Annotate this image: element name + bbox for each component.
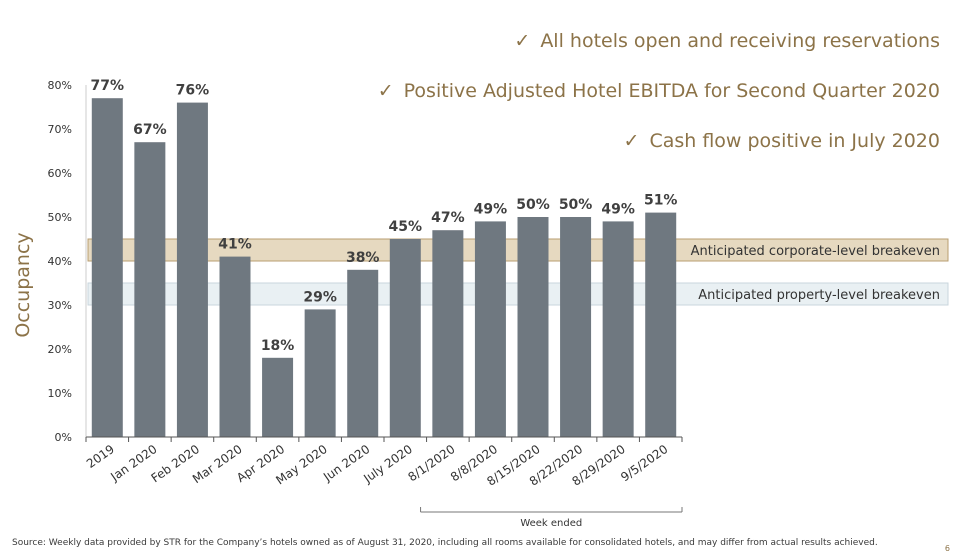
bar [390,239,421,437]
y-tick-label: 10% [48,387,72,400]
bar [134,142,165,437]
band-label: Anticipated property-level breakeven [698,288,940,303]
bar [262,358,293,437]
y-tick-label: 0% [55,431,72,444]
data-label: 76% [176,83,210,99]
bar [518,217,549,437]
week-ended-label: Week ended [520,518,582,529]
data-label: 29% [303,289,337,305]
data-label: 47% [431,210,465,226]
y-tick-label: 80% [48,79,72,92]
data-label: 51% [644,193,678,209]
x-tick-label: 9/5/2020 [618,442,670,484]
data-label: 77% [91,78,125,94]
x-tick-label: 8/1/2020 [405,442,457,484]
bar [560,217,591,437]
bar [305,309,336,437]
bar [475,221,506,437]
data-label: 50% [516,197,550,213]
band-label: Anticipated corporate-level breakeven [691,244,940,259]
data-label: 38% [346,250,380,266]
y-tick-label: 20% [48,343,72,356]
y-tick-label: 50% [48,211,72,224]
data-label: 50% [559,197,593,213]
y-tick-label: 30% [48,299,72,312]
data-label: 49% [601,201,635,217]
source-note: Source: Weekly data provided by STR for … [12,538,878,548]
bar [92,98,123,437]
occupancy-bar-chart: Anticipated corporate-level breakeven Ant… [0,0,960,530]
page-number: 6 [945,544,950,553]
x-tick-label: 2019 [84,442,117,471]
data-label: 18% [261,338,295,354]
data-label: 49% [474,201,508,217]
bar [177,103,208,437]
y-tick-label: 60% [48,167,72,180]
bar [603,221,634,437]
data-label: 67% [133,122,167,138]
y-tick-label: 70% [48,123,72,136]
y-tick-label: 40% [48,255,72,268]
bar [432,230,463,437]
bar [645,213,676,437]
data-label: 41% [218,237,252,253]
data-label: 45% [389,219,423,235]
bar [347,270,378,437]
bar [220,257,251,437]
